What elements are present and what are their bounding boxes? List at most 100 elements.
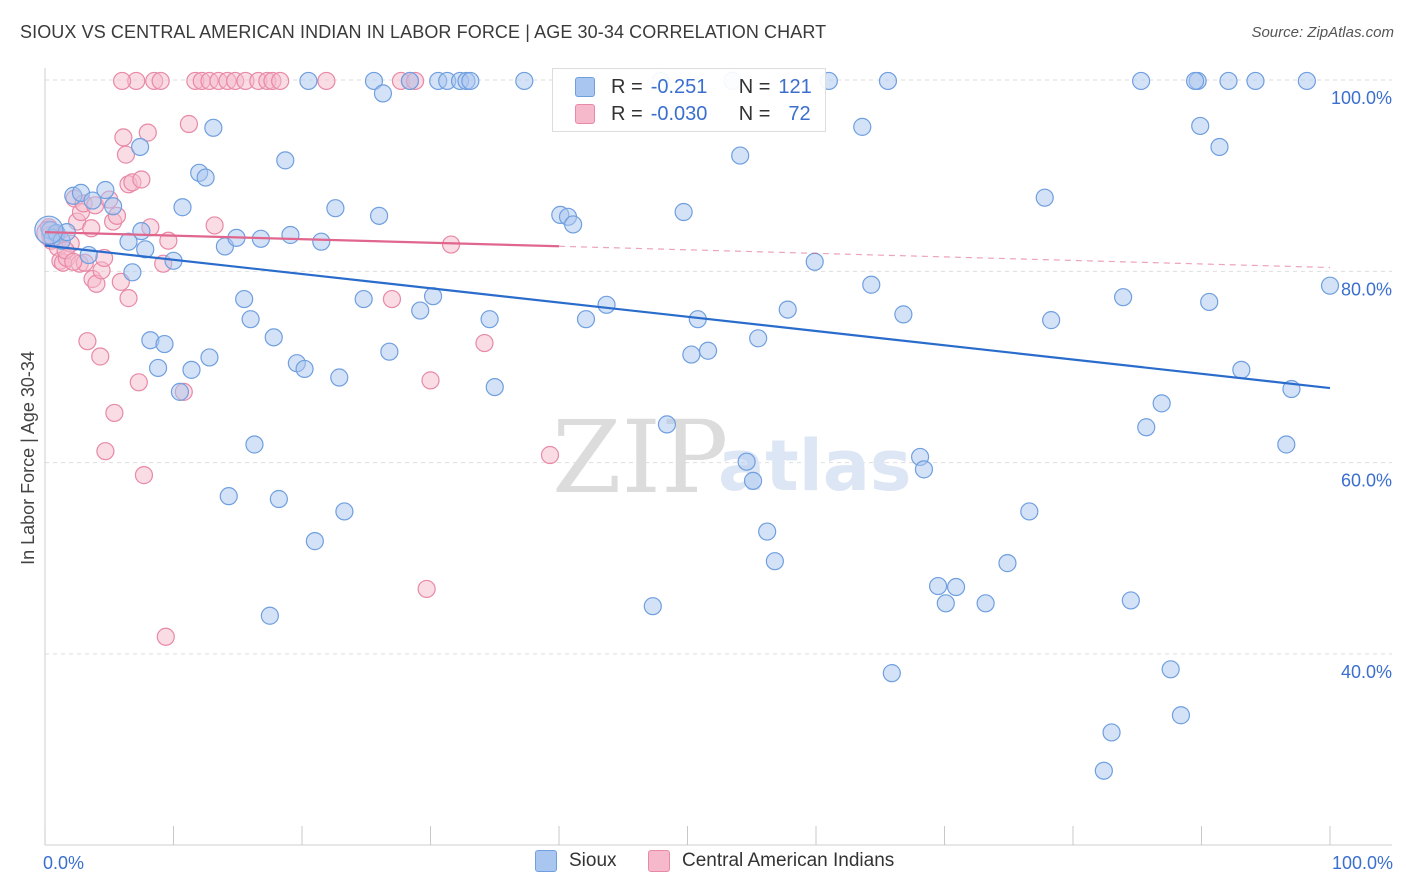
sioux-point — [1246, 71, 1265, 91]
legend-row-cai: R = -0.030 N = 72 — [575, 101, 811, 127]
sioux-point — [123, 263, 142, 282]
cai-trend-line-dashed — [558, 245, 1331, 269]
sioux-point — [326, 199, 345, 218]
sioux-point — [400, 71, 420, 91]
sioux-point — [749, 329, 768, 348]
sioux-point — [354, 289, 373, 309]
sioux-point — [1137, 418, 1156, 437]
sioux-point — [480, 310, 499, 329]
r-label: R = — [611, 102, 643, 125]
trend-lines — [44, 231, 1331, 390]
sioux-point — [515, 71, 534, 91]
n-label: N = — [738, 102, 771, 125]
sioux-point — [204, 118, 223, 137]
cai-point — [205, 216, 224, 235]
sioux-point — [1219, 71, 1238, 91]
sioux-point — [269, 489, 288, 509]
sioux-point — [330, 368, 349, 387]
sioux-point — [862, 275, 881, 294]
chart-title: SIOUX VS CENTRAL AMERICAN INDIAN IN LABO… — [20, 22, 827, 42]
legend-label-cai: Central American Indians — [682, 850, 895, 871]
sioux-point — [928, 576, 948, 596]
y-axis-label: In Labor Force | Age 30-34 — [18, 351, 38, 565]
sioux-point — [1210, 137, 1229, 157]
y-tick-label: 80.0% — [1341, 279, 1392, 299]
sioux-point — [657, 415, 677, 434]
sioux-point — [1161, 660, 1180, 679]
sioux-point — [1277, 435, 1296, 454]
grid-lines — [45, 79, 1392, 655]
sioux-point — [1094, 761, 1113, 780]
sioux-point — [1121, 591, 1140, 610]
sioux-point — [260, 606, 279, 625]
legend-item-cai[interactable]: Central American Indians — [648, 850, 894, 872]
sioux-point — [878, 71, 898, 91]
sioux-point — [564, 215, 583, 234]
sioux-point — [130, 137, 150, 157]
sioux-point — [241, 310, 260, 329]
sioux-point — [674, 202, 693, 222]
sioux-point — [96, 180, 115, 200]
sioux-point — [1200, 292, 1219, 312]
cai-point — [179, 114, 199, 134]
sioux-point — [34, 215, 64, 245]
r-value: -0.251 — [650, 75, 708, 98]
sioux-point — [299, 71, 318, 91]
legend-row-sioux: R = -0.251 N = 121 — [575, 74, 812, 100]
sioux-point — [914, 460, 934, 479]
sioux-point — [364, 71, 384, 91]
sioux-point — [853, 117, 872, 136]
cai-point — [417, 579, 436, 599]
sioux-point — [1042, 311, 1061, 330]
cai-point — [105, 403, 124, 423]
sioux-point — [1114, 288, 1133, 307]
sioux-point — [305, 532, 324, 551]
sioux-point — [380, 342, 399, 361]
sioux-point — [1232, 360, 1251, 379]
sioux-legend-icon — [535, 850, 557, 872]
cai-point — [540, 445, 560, 465]
n-label: N = — [738, 75, 771, 98]
source-credit: Source: ZipAtlas.com — [1251, 24, 1394, 41]
y-tick-label: 40.0% — [1341, 662, 1392, 682]
sioux-point — [196, 168, 215, 187]
sioux-point — [778, 300, 797, 319]
sioux-point — [731, 146, 750, 165]
sioux-point — [737, 452, 756, 471]
cai-point — [317, 71, 336, 91]
sioux-point — [264, 328, 283, 347]
sioux-trend-line — [44, 244, 1331, 390]
sioux-point — [882, 664, 901, 683]
sioux-point — [1297, 71, 1316, 91]
axes — [44, 68, 1392, 846]
watermark: ZIP atlas — [552, 399, 912, 516]
sioux-point — [1102, 723, 1121, 742]
cai-point — [156, 627, 175, 646]
sioux-point — [1152, 394, 1171, 413]
sioux-point — [894, 305, 913, 324]
n-value: 72 — [788, 102, 811, 125]
cai-point — [132, 170, 151, 189]
cai-legend-icon — [648, 850, 670, 872]
cai-point — [64, 252, 83, 271]
cai-point — [475, 333, 494, 353]
sioux-point — [1320, 276, 1340, 295]
sioux-point — [182, 360, 201, 379]
cai-point — [421, 371, 440, 390]
cai-point — [271, 71, 290, 91]
sioux-point — [104, 197, 123, 216]
sioux-point — [281, 225, 300, 245]
sioux-point — [976, 594, 995, 613]
sioux-point — [119, 232, 138, 251]
sioux-point — [765, 552, 784, 571]
n-value: 121 — [778, 75, 812, 98]
sioux-point — [276, 151, 295, 170]
legend-item-sioux[interactable]: Sioux — [535, 850, 617, 872]
sioux-point — [245, 435, 264, 454]
sioux-point — [411, 301, 430, 320]
sioux-point — [373, 84, 393, 103]
cai-point — [134, 466, 154, 485]
sioux-point — [805, 252, 824, 271]
cai-swatch-icon — [575, 104, 595, 124]
cai-point — [382, 289, 402, 309]
